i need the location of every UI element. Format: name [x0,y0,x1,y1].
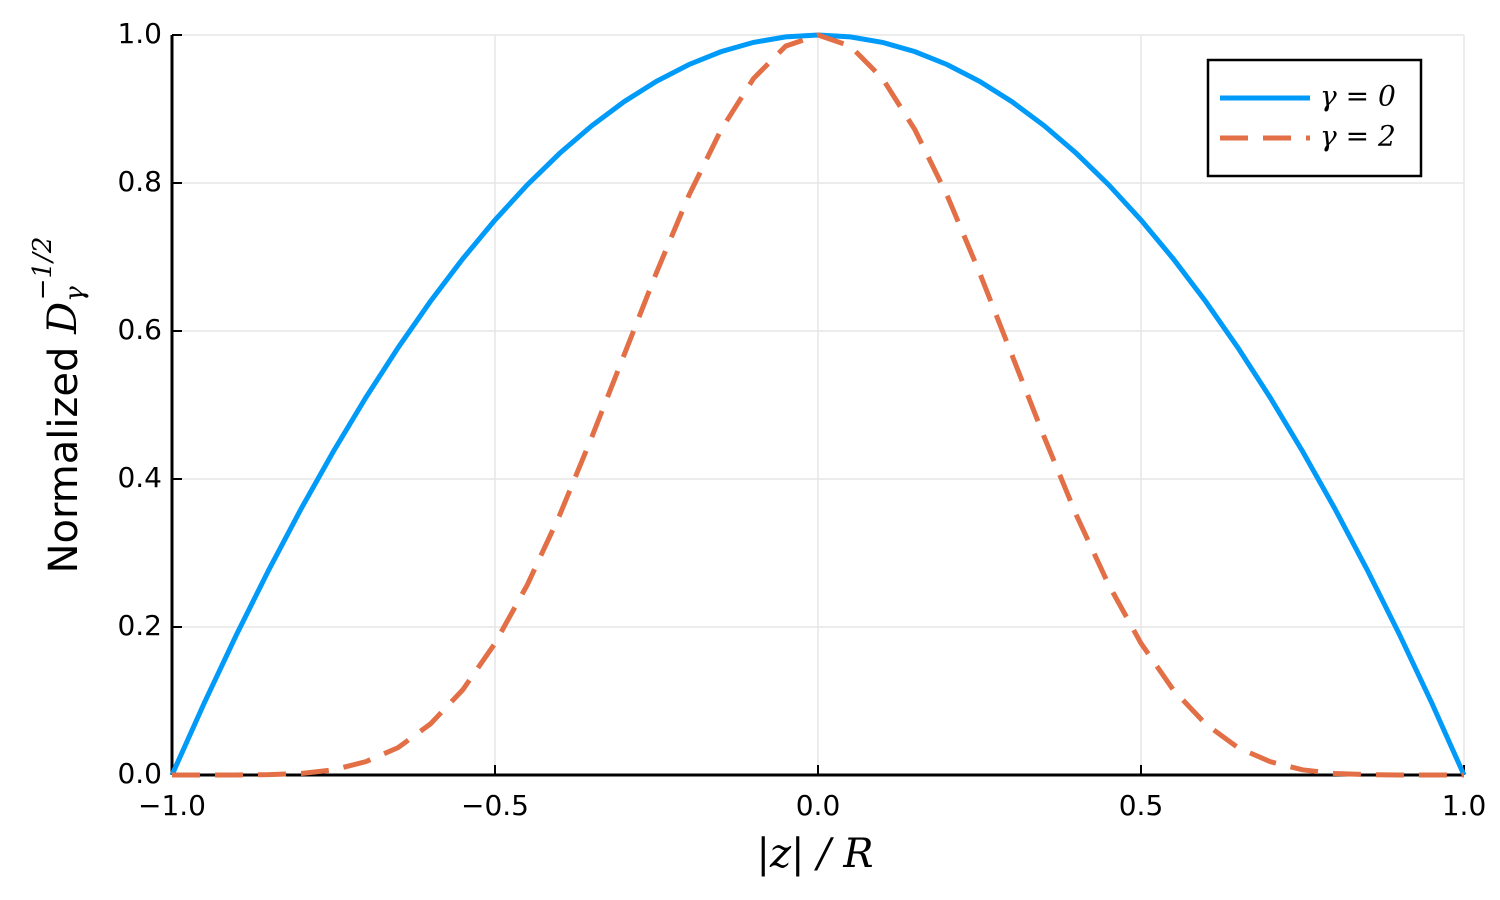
y-label-sub: γ [60,286,90,302]
x-label-symbol: |z| [756,831,804,877]
x-tick-label: 0.0 [796,789,841,822]
x-axis-label: |z| / R [756,831,873,877]
y-label-symbol: D [40,302,86,335]
x-tick-label: −0.5 [461,789,529,822]
y-axis-label: Normalized Dγ−1/2 [28,237,90,574]
x-tick-label: 1.0 [1442,789,1487,822]
y-label-text: Normalized [41,334,87,574]
y-tick-label: 0.0 [117,757,162,790]
y-tick-label: 1.0 [117,17,162,50]
x-tick-label: −1.0 [138,789,206,822]
y-tick-label: 0.4 [117,461,162,494]
y-tick-label: 0.8 [117,165,162,198]
x-tick-label: 0.5 [1119,789,1164,822]
y-tick-label: 0.6 [117,313,162,346]
y-tick-label: 0.2 [117,609,162,642]
x-label-rest: / R [805,831,874,877]
legend-label: γ = 2 [1320,120,1396,153]
legend-box [1206,58,1423,178]
legend-label: γ = 0 [1320,80,1396,113]
data-line [172,32,1464,778]
y-label-sup: −1/2 [28,237,58,301]
